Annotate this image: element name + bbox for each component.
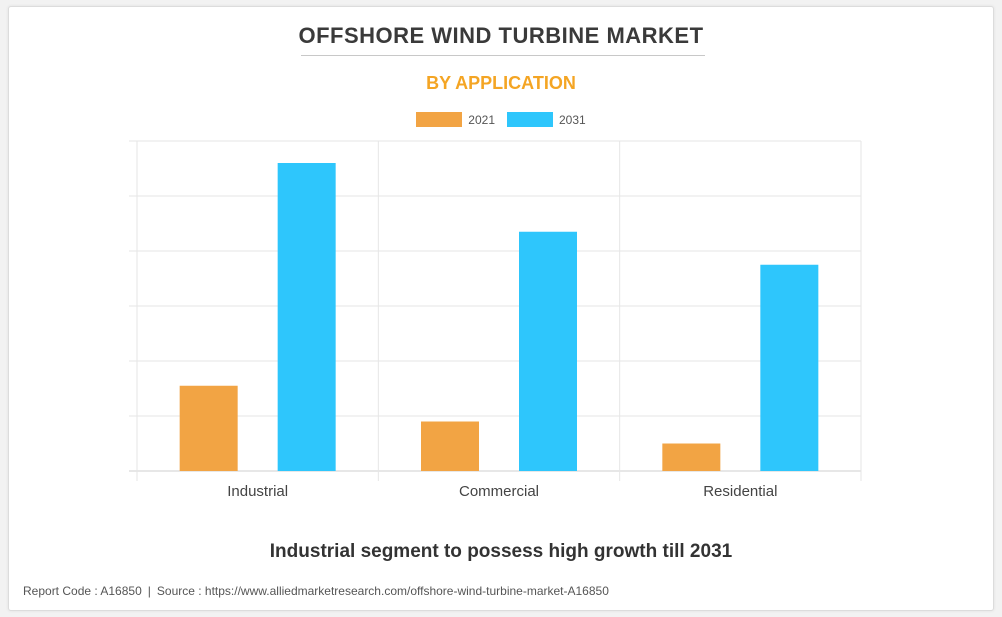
- bar-commercial-2021: [421, 421, 479, 471]
- x-tick-label: Commercial: [459, 483, 539, 500]
- chart-subtitle: BY APPLICATION: [426, 73, 576, 93]
- legend-swatch-2031: [507, 112, 553, 127]
- source-text: Source : https://www.alliedmarketresearc…: [156, 584, 609, 598]
- bar-commercial-2031: [519, 231, 577, 471]
- bar-residential-2021: [662, 443, 721, 471]
- report-code: Report Code : A16850: [23, 584, 142, 598]
- bar-industrial-2021: [179, 385, 238, 471]
- chart-card: OFFSHORE WIND TURBINE MARKET BY APPLICAT…: [8, 6, 994, 611]
- footer-separator: |: [147, 584, 151, 598]
- x-tick-label: Residential: [703, 483, 777, 500]
- bar-residential-2031: [760, 264, 819, 471]
- chart-legend: 2021 2031: [9, 112, 993, 127]
- title-divider: [301, 55, 705, 56]
- legend-swatch-2021: [416, 112, 463, 127]
- bar-industrial-2031: [277, 163, 336, 471]
- legend-item-2021[interactable]: 2021: [416, 112, 495, 127]
- legend-label-2031: 2031: [559, 112, 586, 127]
- chart-title: OFFSHORE WIND TURBINE MARKET: [298, 23, 704, 48]
- chart-caption: Industrial segment to possess high growt…: [269, 541, 733, 562]
- bar-chart: Industrial Commercial Residential: [129, 140, 862, 500]
- x-tick-label: Industrial: [227, 483, 288, 500]
- footer: Report Code : A16850 | Source : https://ww…: [23, 584, 609, 598]
- legend-item-2031[interactable]: 2031: [507, 112, 586, 127]
- legend-label-2021: 2021: [468, 112, 495, 127]
